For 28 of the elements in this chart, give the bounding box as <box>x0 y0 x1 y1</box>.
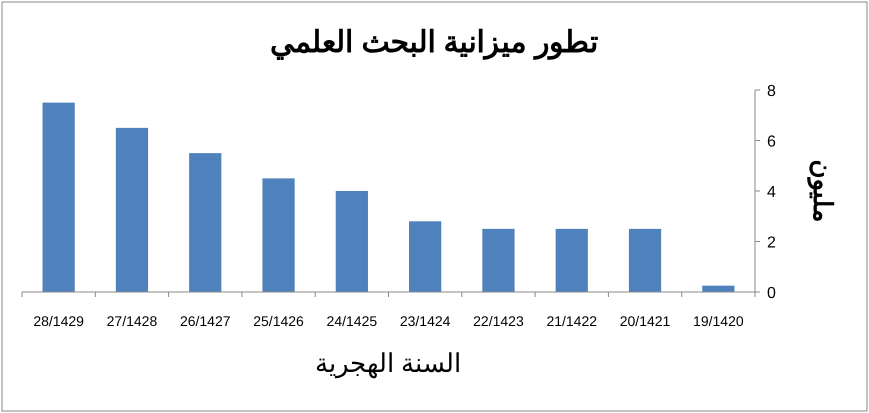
x-tick-label: 28/1429 <box>33 313 84 329</box>
x-tick-label: 24/1425 <box>326 313 378 329</box>
bar <box>556 228 588 292</box>
y-axis-title: مليون <box>807 160 838 222</box>
x-axis-title: السنة الهجرية <box>314 348 462 379</box>
bar <box>702 286 734 292</box>
x-tick-label: 27/1428 <box>106 313 158 329</box>
bar <box>628 228 662 292</box>
chart-title: تطور ميزانية البحث العلمي <box>270 26 598 60</box>
bar <box>336 191 368 292</box>
x-tick-label: 25/1426 <box>253 313 304 329</box>
x-tick-label: 19/1420 <box>693 313 744 329</box>
y-tick-label: 0 <box>767 285 776 302</box>
y-tick-label: 4 <box>767 184 776 201</box>
bar <box>189 153 222 292</box>
y-tick-label: 8 <box>767 83 776 100</box>
x-tick-label: 22/1423 <box>473 313 524 329</box>
y-tick-label: 2 <box>767 234 776 252</box>
bar <box>116 128 148 292</box>
x-tick-label: 26/1427 <box>180 313 231 329</box>
x-tick-label: 23/1424 <box>400 313 451 329</box>
bar <box>409 221 442 292</box>
bar <box>42 102 75 292</box>
x-tick-label: 21/1422 <box>546 313 598 329</box>
bar <box>482 228 515 292</box>
bar <box>262 178 295 292</box>
y-tick-label: 6 <box>767 134 776 150</box>
x-tick-label: 20/1421 <box>620 313 671 329</box>
